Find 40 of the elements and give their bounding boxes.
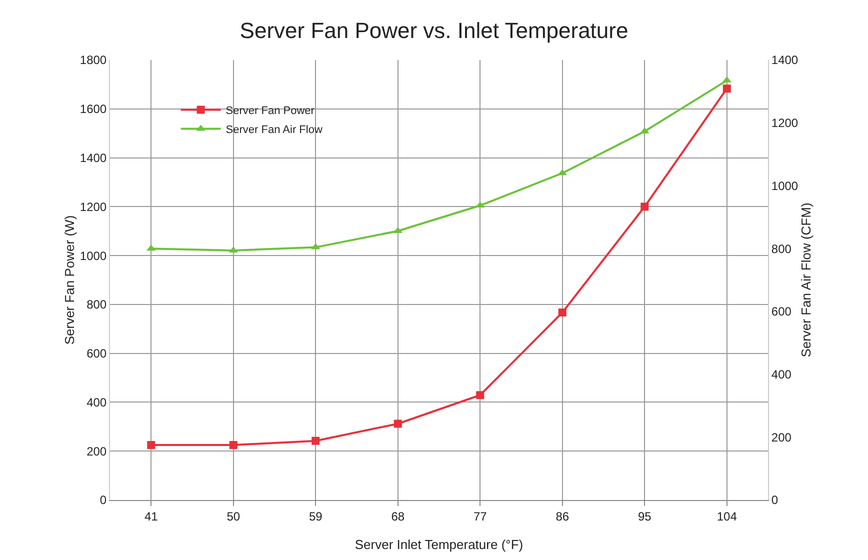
y-tick-label: 800 bbox=[86, 298, 107, 312]
point bbox=[640, 202, 649, 211]
point bbox=[229, 441, 238, 449]
y2-tick-label: 1400 bbox=[771, 53, 798, 68]
legend-label: Server Fan Power bbox=[226, 104, 315, 117]
y2-tick-label: 1000 bbox=[771, 178, 798, 193]
chart-title: Server Fan Power vs. Inlet Temperature bbox=[240, 18, 628, 43]
x-tick-label: 104 bbox=[716, 509, 738, 524]
y2-tick-label: 200 bbox=[771, 430, 792, 444]
y-tick-label: 200 bbox=[86, 444, 107, 458]
y2-tick-label: 800 bbox=[771, 242, 792, 256]
y-axis-title: Server Fan Power (W) bbox=[62, 215, 77, 345]
x-axis-title: Server Inlet Temperature (°F) bbox=[354, 537, 524, 552]
y2-axis-title: Server Fan Air Flow (CFM) bbox=[798, 202, 814, 358]
x-tick-label: 95 bbox=[638, 509, 652, 524]
y2-tick-label: 400 bbox=[771, 367, 792, 382]
point bbox=[722, 84, 731, 93]
y-tick-label: 600 bbox=[86, 346, 107, 361]
y-tick-label: 1600 bbox=[80, 102, 107, 116]
y-tick-label: 1200 bbox=[80, 200, 107, 214]
x-tick-label: 41 bbox=[144, 509, 158, 524]
y-tick-label: 1000 bbox=[80, 248, 107, 263]
x-tick-label: 86 bbox=[556, 509, 570, 524]
point bbox=[476, 391, 484, 400]
y2-tick-label: 600 bbox=[771, 304, 792, 319]
y-tick-label: 400 bbox=[86, 395, 107, 410]
x-tick-label: 77 bbox=[473, 509, 488, 524]
point bbox=[312, 436, 320, 445]
y2-tick-label: 0 bbox=[771, 493, 778, 508]
point bbox=[394, 420, 402, 428]
point bbox=[147, 441, 156, 449]
point bbox=[558, 308, 566, 317]
y-tick-label: 1400 bbox=[80, 150, 107, 165]
y-tick-label: 0 bbox=[100, 493, 107, 508]
legend-label: Server Fan Air Flow bbox=[226, 124, 322, 136]
y2-tick-label: 1200 bbox=[771, 116, 798, 130]
x-tick-label: 68 bbox=[391, 509, 405, 524]
x-tick-label: 59 bbox=[308, 509, 323, 524]
x-tick-label: 50 bbox=[226, 509, 240, 524]
y-tick-label: 1800 bbox=[80, 53, 107, 68]
